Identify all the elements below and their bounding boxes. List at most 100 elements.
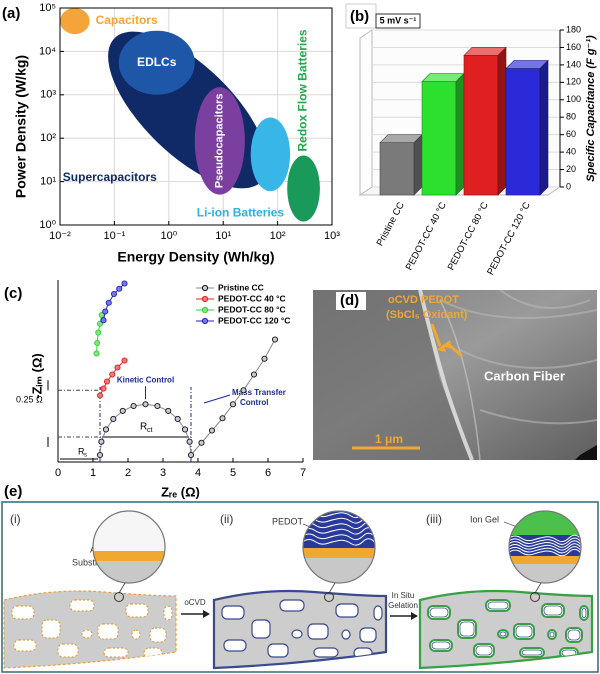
- pore-inner: [515, 625, 533, 638]
- zoom-layer: [509, 556, 581, 564]
- data-point: [121, 357, 128, 364]
- y-tick-label: 40: [566, 146, 576, 156]
- x-tick-label: PEDOT-CC 120 °C: [485, 200, 533, 277]
- panel-label: (a): [2, 5, 20, 22]
- region-label: Redox Flow Batteries: [296, 29, 310, 151]
- mass-transfer-arrow: [203, 394, 231, 404]
- data-point: [174, 415, 181, 423]
- region-label: Capacitors: [96, 13, 158, 27]
- rs-sub: s: [84, 453, 87, 459]
- ion-gel-label: Ion Gel: [470, 514, 499, 524]
- y-tick-label: 10³: [40, 89, 56, 101]
- zoom-spot: [324, 592, 334, 602]
- pore: [267, 643, 289, 658]
- pore: [291, 629, 303, 639]
- x-tick-label: 10³: [324, 230, 340, 242]
- data-point: [96, 451, 104, 459]
- x-tick-label: 10⁰: [160, 230, 177, 242]
- legend-marker: [201, 284, 209, 292]
- y-axis-label: Power Density (W/kg): [13, 55, 29, 198]
- legend-label: PEDOT-CC 40 °C: [218, 293, 286, 303]
- pore: [11, 605, 35, 620]
- panel-label: (e): [4, 483, 22, 500]
- sem-corner: [575, 445, 597, 460]
- data-point: [208, 427, 216, 434]
- data-point: [103, 378, 111, 385]
- mass-transfer-label: Control: [240, 398, 268, 407]
- data-point: [250, 371, 258, 378]
- pore: [41, 619, 61, 639]
- x-tick-label: Pristine CC: [375, 200, 407, 248]
- substrate-label: Substrate: [72, 557, 111, 567]
- annotation-box: [375, 13, 421, 29]
- pore: [513, 623, 535, 640]
- left-wall: [359, 29, 373, 196]
- pore-inner: [521, 649, 543, 656]
- x-tick-label: 7: [300, 467, 306, 479]
- fiber-label: Carbon Fiber: [484, 368, 565, 383]
- data-point: [95, 329, 102, 336]
- data-point: [96, 320, 104, 327]
- ragone-chart: (a) 10⁻² 10⁻¹ 10⁰ 10¹ 10² 10³ 10⁰ 10¹ 10² 10³ 10⁴ 10…: [2, 2, 340, 265]
- pore-inner: [431, 641, 451, 650]
- bar-side: [413, 133, 423, 196]
- data-point: [219, 415, 226, 422]
- pore: [103, 647, 129, 658]
- rct-label: R: [140, 422, 147, 433]
- arrow-label: oCVD: [184, 598, 206, 607]
- pore-inner: [429, 607, 449, 618]
- legend-marker: [201, 317, 209, 325]
- region-label: Supercapacitors: [63, 170, 157, 184]
- arrow-label: Gelation: [388, 601, 418, 610]
- panel-label-bg: [336, 292, 366, 310]
- y-tick-label: 10²: [40, 132, 56, 144]
- bar: [463, 55, 499, 196]
- zoom-connector: [328, 582, 336, 594]
- pore: [251, 619, 271, 639]
- pore: [429, 639, 453, 652]
- pedot-texture: [303, 521, 375, 530]
- rct-sub: ct: [147, 427, 153, 434]
- pore: [125, 603, 149, 618]
- pore: [307, 623, 329, 640]
- data-point: [93, 350, 100, 357]
- pore-inner: [581, 607, 587, 619]
- pedot-texture: [303, 527, 375, 535]
- pore: [359, 627, 377, 643]
- data-point: [96, 392, 104, 399]
- data-point: [116, 285, 123, 292]
- zoom-spot: [114, 592, 124, 602]
- pedot-texture: [509, 534, 581, 543]
- data-point: [110, 415, 117, 423]
- data-point: [94, 339, 101, 347]
- x-tick-label: 3: [160, 467, 166, 479]
- pore-inner: [549, 631, 555, 638]
- oxidant-label: (SbCl₅ Oxidant): [386, 309, 468, 321]
- data-point: [114, 364, 121, 371]
- y-axis-label: Specific Capacitance (F g⁻¹): [585, 35, 597, 182]
- data-point: [102, 426, 109, 433]
- x-tick-label: 10⁻²: [49, 230, 71, 242]
- region-label: Pseudocapacitors: [214, 94, 226, 189]
- sem-texture: [313, 290, 597, 460]
- data-point: [240, 387, 247, 394]
- data-point: [98, 438, 105, 445]
- pedot-texture: [509, 548, 581, 557]
- pores: [11, 599, 173, 659]
- data-point: [165, 407, 172, 414]
- pore: [57, 643, 79, 658]
- data-point: [105, 299, 112, 306]
- panel-label: (b): [350, 8, 369, 25]
- y-axis-label: -Zᵢₘ (Ω): [29, 353, 44, 398]
- y-tick-label: 10⁰: [39, 219, 56, 231]
- data-point: [130, 402, 137, 410]
- y-tick-label: 0: [566, 181, 571, 191]
- pore: [541, 603, 565, 618]
- x-axis-label: Zᵣₑ (Ω): [161, 484, 200, 499]
- zoom-layer: [93, 551, 165, 561]
- data-point: [271, 336, 279, 343]
- pore-inner: [543, 605, 563, 616]
- pore: [223, 639, 247, 652]
- pore-inner: [459, 621, 475, 637]
- pore: [313, 647, 339, 658]
